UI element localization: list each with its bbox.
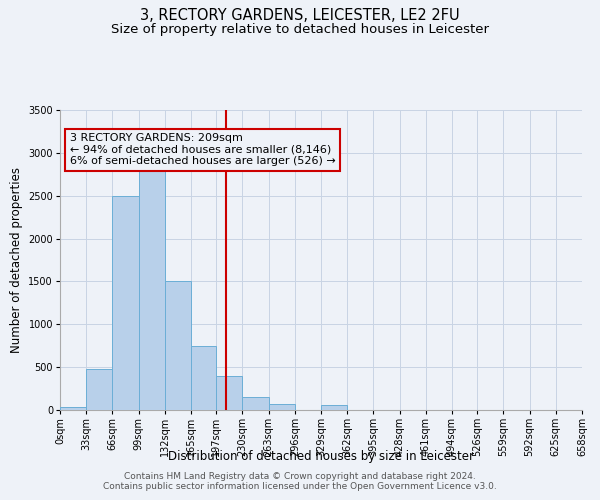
Bar <box>191 346 216 410</box>
Bar <box>242 397 269 410</box>
Text: 3, RECTORY GARDENS, LEICESTER, LE2 2FU: 3, RECTORY GARDENS, LEICESTER, LE2 2FU <box>140 8 460 22</box>
Bar <box>216 376 242 410</box>
Bar <box>139 170 165 410</box>
Bar <box>321 405 347 410</box>
Bar <box>269 404 295 410</box>
Bar <box>60 408 86 410</box>
Y-axis label: Number of detached properties: Number of detached properties <box>10 167 23 353</box>
Text: Contains public sector information licensed under the Open Government Licence v3: Contains public sector information licen… <box>103 482 497 491</box>
Bar <box>165 282 191 410</box>
Text: 3 RECTORY GARDENS: 209sqm
← 94% of detached houses are smaller (8,146)
6% of sem: 3 RECTORY GARDENS: 209sqm ← 94% of detac… <box>70 133 335 166</box>
Bar <box>112 196 139 410</box>
Bar <box>86 369 112 410</box>
Text: Contains HM Land Registry data © Crown copyright and database right 2024.: Contains HM Land Registry data © Crown c… <box>124 472 476 481</box>
Text: Size of property relative to detached houses in Leicester: Size of property relative to detached ho… <box>111 22 489 36</box>
Text: Distribution of detached houses by size in Leicester: Distribution of detached houses by size … <box>168 450 474 463</box>
